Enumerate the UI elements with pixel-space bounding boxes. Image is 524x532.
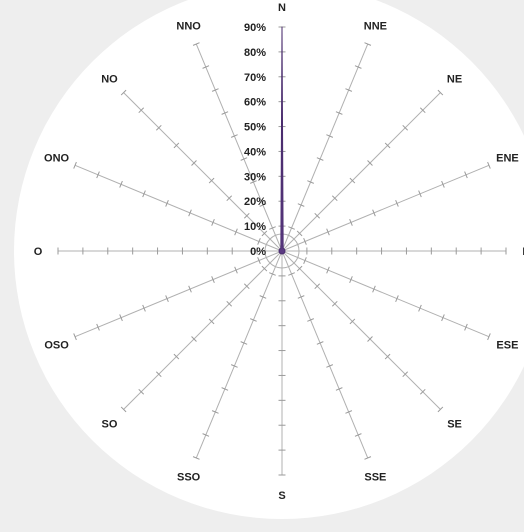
direction-label-sse: SSE (364, 471, 386, 483)
direction-label-nne: NNE (364, 21, 387, 33)
radial-tick-label: 20% (244, 196, 266, 208)
radial-tick-label: 50% (244, 122, 266, 134)
radial-tick-label: 60% (244, 97, 266, 109)
radial-tick-label: 90% (244, 22, 266, 34)
direction-label-sso: SSO (177, 471, 201, 483)
radial-tick-label: 0% (250, 246, 266, 258)
radial-tick-label: 70% (244, 72, 266, 84)
direction-label-se: SE (447, 419, 462, 431)
direction-label-n: N (278, 2, 286, 14)
direction-label-o: O (34, 246, 43, 258)
direction-label-ene: ENE (496, 153, 519, 165)
direction-label-ne: NE (447, 73, 462, 85)
direction-label-nno: NNO (176, 21, 201, 33)
direction-label-ese: ESE (496, 339, 518, 351)
direction-label-oso: OSO (44, 339, 69, 351)
radial-tick-label: 80% (244, 47, 266, 59)
radial-tick-label: 40% (244, 146, 266, 158)
direction-label-ono: ONO (44, 153, 70, 165)
direction-label-s: S (278, 490, 285, 502)
direction-label-so: SO (102, 419, 118, 431)
radial-tick-label: 10% (244, 221, 266, 233)
radial-tick-label: 30% (244, 171, 266, 183)
direction-label-no: NO (101, 73, 118, 85)
